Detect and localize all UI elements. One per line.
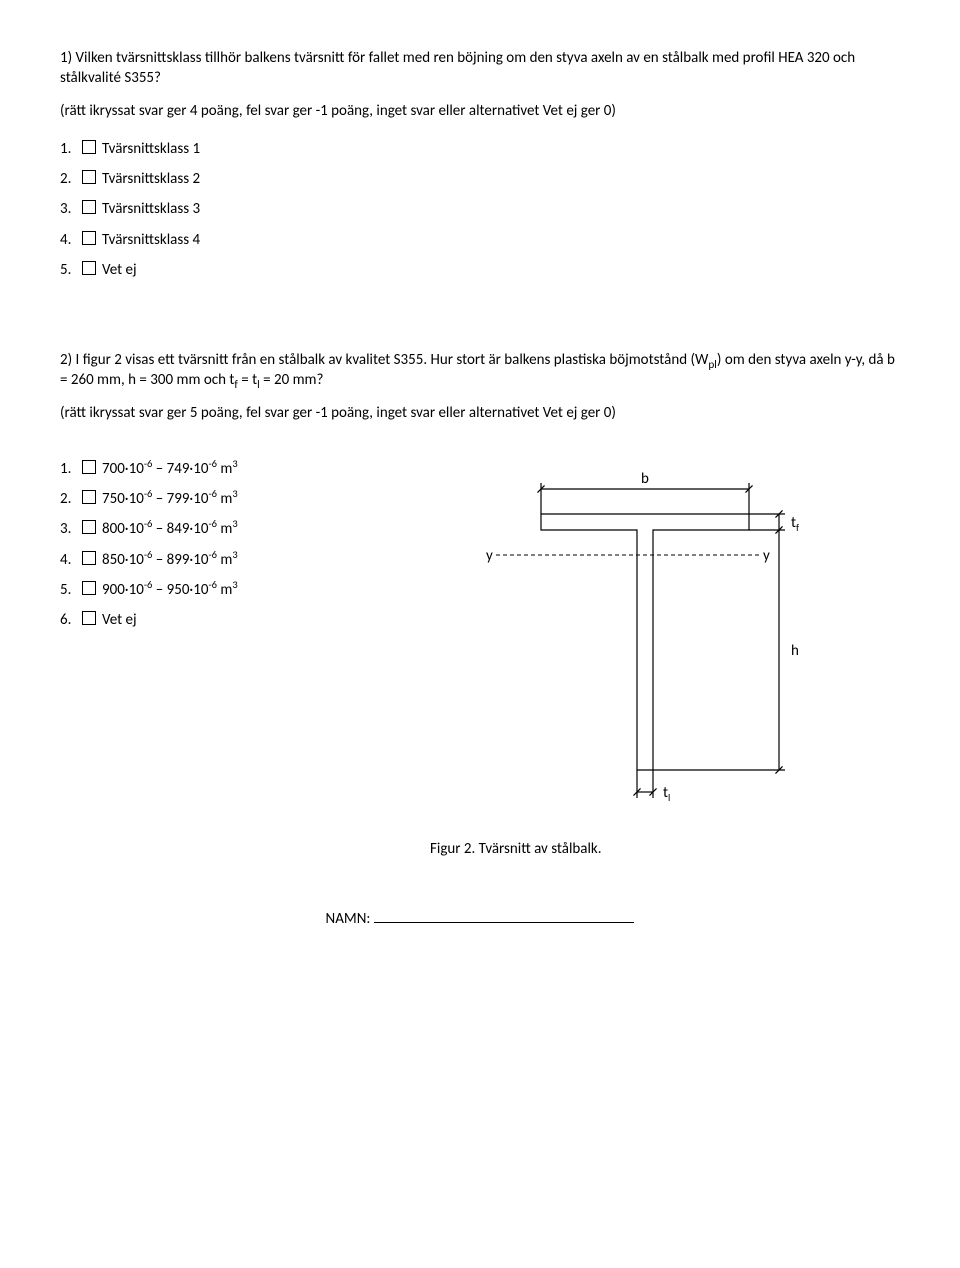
q2-text-part: = t (238, 371, 257, 389)
checkbox-icon[interactable] (82, 170, 96, 184)
q2-option[interactable]: 4. 850·10-6 – 899·10-6 m3 (60, 550, 360, 570)
svg-text:h: h (791, 642, 799, 660)
name-line[interactable] (374, 922, 634, 923)
checkbox-icon[interactable] (82, 490, 96, 504)
option-number: 1. (60, 459, 82, 479)
option-label: Tvärsnittsklass 3 (102, 199, 200, 219)
q1-option[interactable]: 1. Tvärsnittsklass 1 (60, 139, 900, 159)
option-label: 700·10-6 – 749·10-6 m3 (102, 459, 238, 479)
q1-text: 1) Vilken tvärsnittsklass tillhör balken… (60, 48, 900, 89)
q2-text: 2) I figur 2 visas ett tvärsnitt från en… (60, 350, 900, 391)
checkbox-icon[interactable] (82, 140, 96, 154)
q1-option[interactable]: 5. Vet ej (60, 260, 900, 280)
option-number: 5. (60, 260, 82, 280)
svg-text:y: y (763, 547, 770, 565)
q2-text-part: = 20 mm? (260, 371, 324, 389)
option-label: Tvärsnittsklass 4 (102, 230, 200, 250)
option-label: 800·10-6 – 849·10-6 m3 (102, 519, 238, 539)
option-label: 750·10-6 – 799·10-6 m3 (102, 489, 238, 509)
option-number: 2. (60, 169, 82, 189)
option-number: 2. (60, 489, 82, 509)
q1-option[interactable]: 4. Tvärsnittsklass 4 (60, 230, 900, 250)
q2-option[interactable]: 3. 800·10-6 – 849·10-6 m3 (60, 519, 360, 539)
option-number: 3. (60, 199, 82, 219)
q2-options: 1. 700·10-6 – 749·10-6 m3 2. 750·10-6 – … (60, 459, 360, 641)
checkbox-icon[interactable] (82, 200, 96, 214)
svg-text:b: b (641, 470, 649, 488)
checkbox-icon[interactable] (82, 231, 96, 245)
q2-text-part: 2) I figur 2 visas ett tvärsnitt från en… (60, 351, 708, 369)
option-label: Tvärsnittsklass 1 (102, 139, 200, 159)
checkbox-icon[interactable] (82, 261, 96, 275)
option-number: 4. (60, 230, 82, 250)
option-label: Vet ej (102, 260, 137, 280)
footer: NAMN: (60, 909, 900, 929)
checkbox-icon[interactable] (82, 460, 96, 474)
svg-text:tl: tl (663, 784, 670, 804)
q2-option[interactable]: 5. 900·10-6 – 950·10-6 m3 (60, 580, 360, 600)
option-label: 850·10-6 – 899·10-6 m3 (102, 550, 238, 570)
checkbox-icon[interactable] (82, 551, 96, 565)
q2-option[interactable]: 2. 750·10-6 – 799·10-6 m3 (60, 489, 360, 509)
option-label: 900·10-6 – 950·10-6 m3 (102, 580, 238, 600)
option-label: Tvärsnittsklass 2 (102, 169, 200, 189)
option-number: 4. (60, 550, 82, 570)
option-number: 6. (60, 610, 82, 630)
svg-text:tf: tf (791, 514, 799, 534)
q1-option[interactable]: 3. Tvärsnittsklass 3 (60, 199, 900, 219)
option-number: 1. (60, 139, 82, 159)
checkbox-icon[interactable] (82, 611, 96, 625)
q1-option[interactable]: 2. Tvärsnittsklass 2 (60, 169, 900, 189)
q2-scoring: (rätt ikryssat svar ger 5 poäng, fel sva… (60, 403, 900, 423)
option-number: 3. (60, 519, 82, 539)
figure-2: b tf h y y tl Figur 2. Tvärsnitt av stålbalk. (390, 459, 900, 859)
cross-section-diagram: b tf h y y tl (455, 459, 835, 829)
option-label: Vet ej (102, 610, 137, 630)
q2-option[interactable]: 6. Vet ej (60, 610, 360, 630)
q2-sub: pl (708, 358, 717, 372)
q1-scoring: (rätt ikryssat svar ger 4 poäng, fel sva… (60, 101, 900, 121)
q1-options: 1. Tvärsnittsklass 1 2. Tvärsnittsklass … (60, 139, 900, 280)
q2-option[interactable]: 1. 700·10-6 – 749·10-6 m3 (60, 459, 360, 479)
checkbox-icon[interactable] (82, 581, 96, 595)
option-number: 5. (60, 580, 82, 600)
checkbox-icon[interactable] (82, 520, 96, 534)
footer-label: NAMN: (326, 909, 371, 929)
svg-text:y: y (486, 547, 493, 565)
figure-caption: Figur 2. Tvärsnitt av stålbalk. (390, 839, 602, 859)
